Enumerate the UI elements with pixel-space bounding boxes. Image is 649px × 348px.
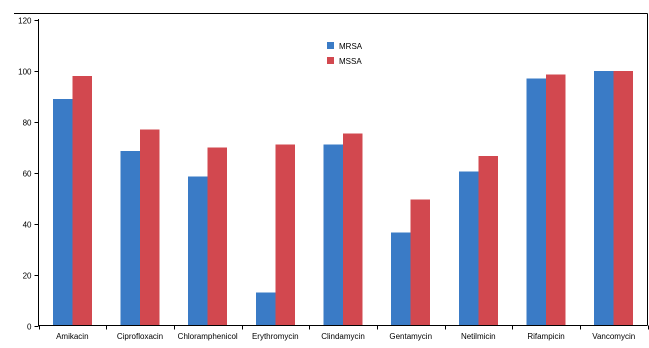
bar-mssa-clindamycin: [343, 133, 363, 326]
bar-mssa-gentamycin: [410, 199, 431, 326]
y-tick-label: 20: [23, 272, 32, 281]
bar-mssa-rifampicin: [546, 74, 566, 326]
bar-mrsa-clindamycin: [323, 144, 343, 326]
y-tick-label: 120: [18, 17, 32, 26]
bar-mssa-vancomycin: [613, 70, 634, 326]
legend-swatch-mrsa: [327, 42, 334, 49]
legend: MRSA MSSA: [327, 42, 363, 66]
bar-mrsa-rifampicin: [526, 78, 546, 326]
x-tick-label: Gentamycin: [389, 332, 432, 341]
legend-label-mssa: MSSA: [339, 57, 362, 66]
x-tick-label: Chloramphenicol: [178, 332, 238, 341]
legend-swatch-mssa: [327, 57, 334, 64]
x-tick-label: Amikacin: [56, 332, 88, 341]
x-tick-label: Ciprofloxacin: [117, 332, 163, 341]
bar-mrsa-erythromycin: [255, 292, 276, 326]
bar-mssa-erythromycin: [275, 144, 295, 326]
bar-mssa-amikacin: [72, 76, 92, 326]
bar-mrsa-netilmicin: [458, 171, 479, 326]
bar-mssa-chloramphenicol: [207, 147, 228, 326]
x-tick-label: Clindamycin: [321, 332, 365, 341]
x-tick-label: Netilmicin: [461, 332, 496, 341]
x-tick-label: Rifampicin: [527, 332, 564, 341]
legend-label-mrsa: MRSA: [339, 42, 363, 51]
bar-mrsa-gentamycin: [391, 232, 411, 326]
bar-mssa-netilmicin: [478, 156, 498, 326]
x-tick-label: Vancomycin: [592, 332, 635, 341]
bar-mrsa-chloramphenicol: [188, 176, 208, 326]
y-tick-label: 100: [18, 68, 32, 77]
bar-mrsa-vancomycin: [594, 70, 614, 326]
bar-mssa-ciprofloxacin: [140, 129, 160, 326]
bar-mrsa-ciprofloxacin: [120, 151, 140, 326]
bar-mrsa-amikacin: [52, 98, 73, 326]
y-tick-label: 80: [23, 119, 32, 128]
y-tick-label: 0: [27, 323, 32, 332]
y-tick-label: 60: [23, 170, 32, 179]
y-tick-label: 40: [23, 221, 32, 230]
x-tick-label: Erythromycin: [252, 332, 299, 341]
